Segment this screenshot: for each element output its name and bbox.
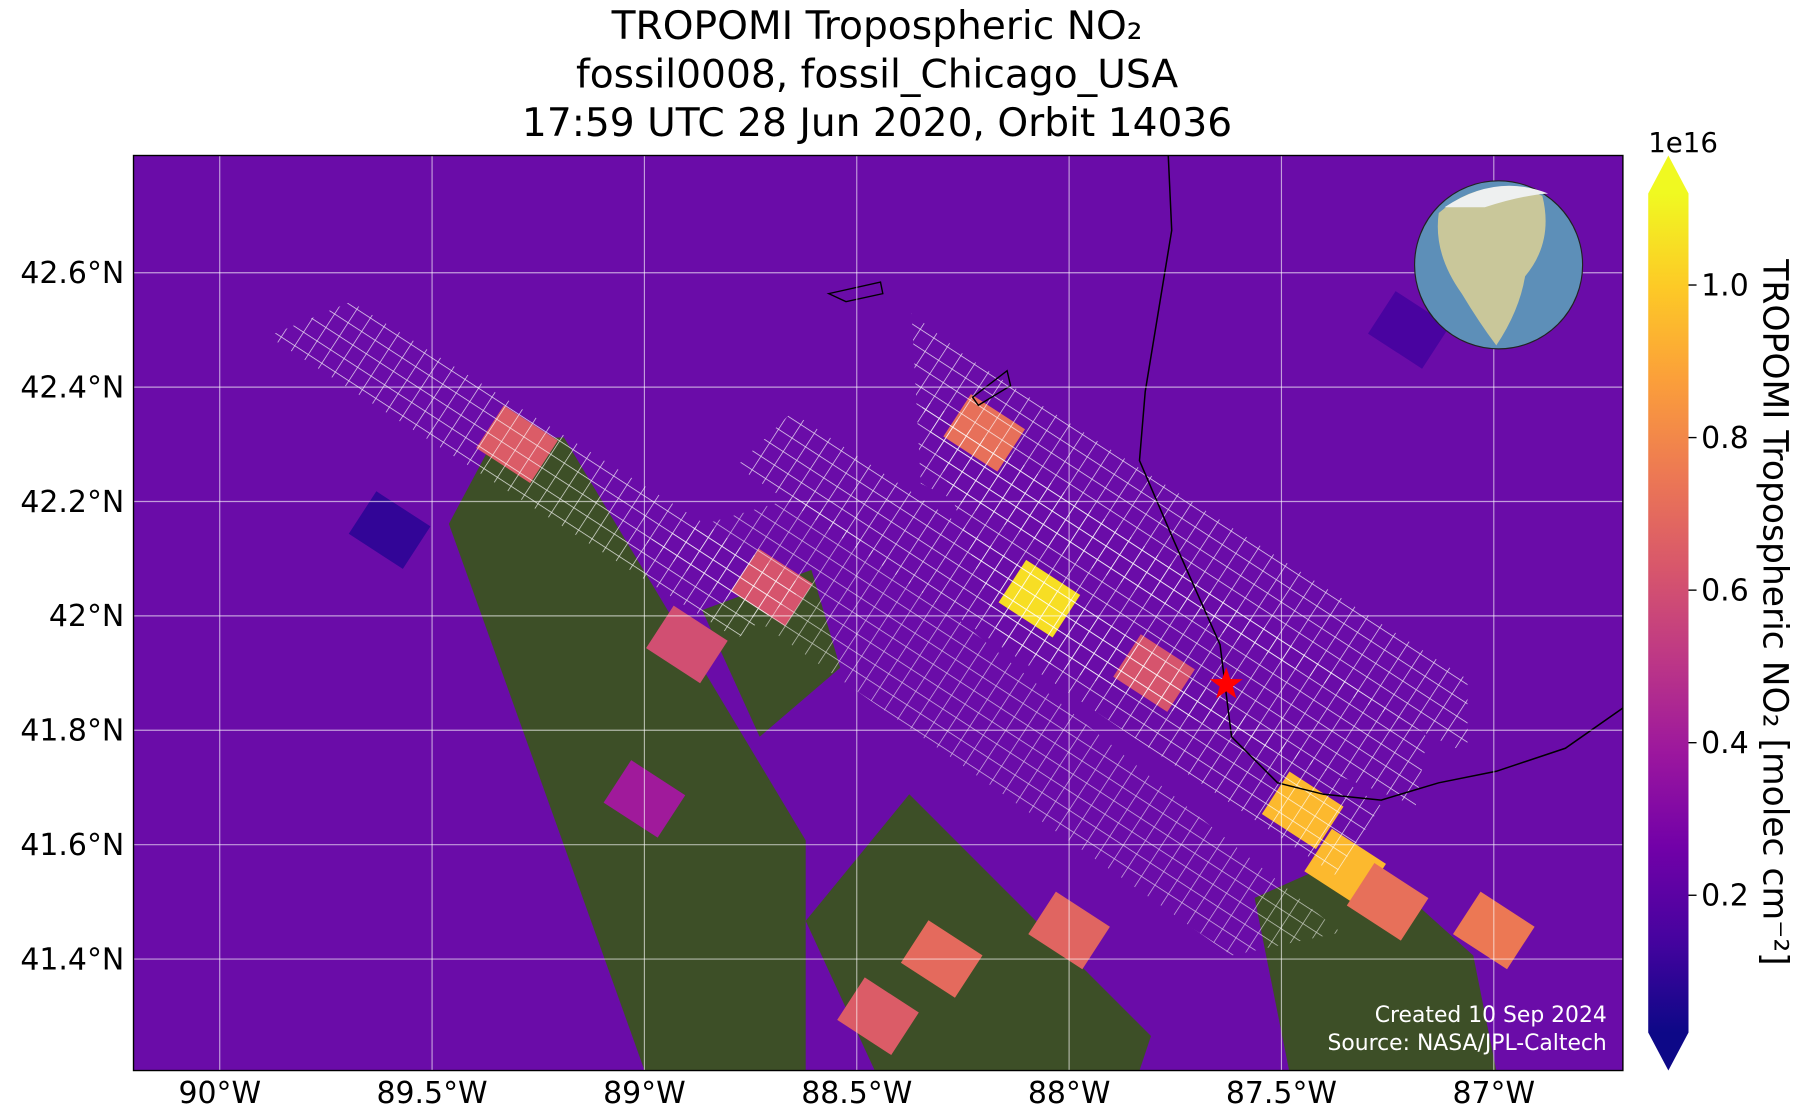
- x-tick-label: 88.5°W: [801, 1076, 912, 1111]
- colorbar-exponent: 1e16: [1648, 126, 1718, 159]
- colorbar-tick-label: 0.2: [1701, 879, 1749, 914]
- inset-globe: [1413, 180, 1584, 350]
- y-tick-label: 42.2°N: [20, 485, 124, 520]
- colorbar: 1e16 TROPOMI Tropospheric NO₂ [molec cm⁻…: [1648, 126, 1794, 1071]
- land-strip: [448, 437, 806, 1071]
- colorbar-tick-label: 1.0: [1701, 268, 1749, 303]
- no2-pixel: [1346, 863, 1429, 941]
- colorbar-ramp: [1648, 193, 1689, 1033]
- x-tick-label: 87.5°W: [1226, 1076, 1337, 1111]
- colorbar-extend: [1648, 1032, 1689, 1071]
- y-tick-label: 41.8°N: [20, 714, 124, 749]
- x-tick-label: 89°W: [603, 1076, 686, 1111]
- colorbar-tick-label: 0.4: [1701, 726, 1749, 761]
- colorbar-extend: [1648, 155, 1689, 194]
- credit: Created 10 Sep 2024: [1375, 1003, 1607, 1028]
- footprint-grid: [911, 313, 1468, 755]
- y-tick-label: 41.4°N: [20, 942, 124, 977]
- colorbar-tick-label: 0.6: [1701, 573, 1749, 608]
- no2-pixel: [837, 977, 919, 1055]
- no2-pixel: [348, 491, 431, 569]
- colorbar-tick-label: 0.8: [1701, 421, 1749, 456]
- y-tick-label: 42.4°N: [20, 370, 124, 405]
- y-tick-label: 42.6°N: [20, 256, 124, 291]
- x-tick-label: 88°W: [1028, 1076, 1111, 1111]
- no2-pixel: [1368, 291, 1450, 369]
- x-tick-label: 87°W: [1453, 1076, 1536, 1111]
- footprint-grid: [644, 495, 1341, 956]
- site-marker: [1209, 667, 1243, 699]
- title: TROPOMI Tropospheric NO₂: [611, 4, 1143, 49]
- no2-pixel: [646, 605, 728, 684]
- title: 17:59 UTC 28 Jun 2020, Orbit 14036: [522, 101, 1232, 146]
- y-tick-label: 41.6°N: [20, 828, 124, 863]
- coastline: [1138, 155, 1623, 801]
- land-strip: [1254, 851, 1497, 1071]
- x-tick-label: 90°W: [178, 1076, 261, 1111]
- colorbar-label: TROPOMI Tropospheric NO₂ [molec cm⁻²]: [1754, 258, 1794, 965]
- credit: Source: NASA/JPL-Caltech: [1328, 1031, 1607, 1056]
- map-frame: [132, 154, 1624, 1072]
- map: Created 10 Sep 2024 Source: NASA/JPL-Cal…: [133, 155, 1623, 1071]
- title: fossil0008, fossil_Chicago_USA: [576, 53, 1178, 98]
- y-tick-label: 42°N: [49, 599, 124, 634]
- x-tick-label: 89.5°W: [377, 1076, 488, 1111]
- lake-outline: [826, 281, 1012, 407]
